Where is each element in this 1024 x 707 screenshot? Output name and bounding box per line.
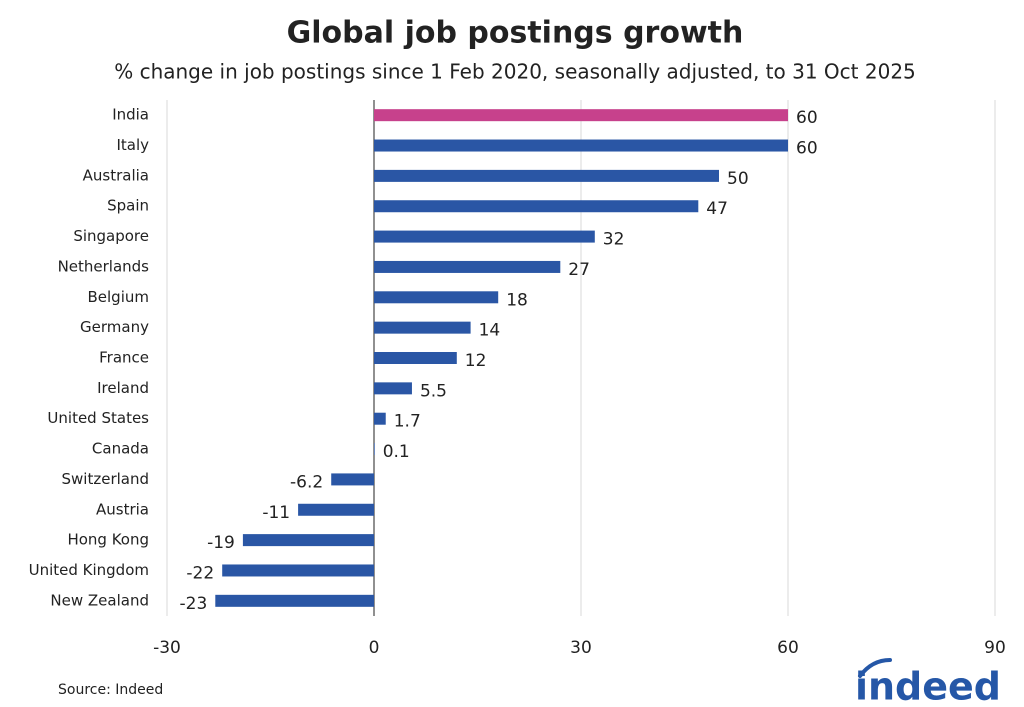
y-tick-label: Switzerland (62, 470, 150, 488)
bar (374, 382, 412, 395)
y-tick-label: Canada (92, 440, 149, 458)
y-tick-label: United States (47, 409, 149, 427)
y-tick-label: Spain (107, 197, 149, 215)
bar (215, 594, 374, 607)
value-label: 27 (568, 260, 590, 280)
y-tick-label: Italy (116, 136, 149, 154)
value-label: 18 (506, 290, 528, 310)
y-tick-label: Australia (83, 166, 149, 184)
chart-title: Global job postings growth (287, 16, 744, 51)
bar (374, 260, 561, 273)
logo: indeed (855, 665, 1001, 707)
value-label: 0.1 (383, 442, 410, 462)
y-tick-label: United Kingdom (29, 561, 149, 579)
chart-subtitle: % change in job postings since 1 Feb 202… (114, 60, 916, 84)
x-tick-label: 30 (570, 638, 592, 658)
bar (222, 564, 374, 577)
bar (374, 139, 788, 152)
bar (374, 352, 457, 364)
bar (374, 321, 471, 334)
bar (242, 534, 374, 547)
y-tick-label: Austria (96, 500, 149, 518)
bar (374, 109, 788, 122)
logo-arc (858, 658, 892, 678)
source-note: Source: Indeed (58, 682, 163, 698)
y-tick-label: Hong Kong (67, 531, 149, 549)
value-label: 50 (727, 169, 749, 189)
bar (331, 473, 374, 486)
y-tick-label: Ireland (97, 379, 149, 397)
y-tick-label: Germany (80, 318, 149, 336)
value-label: -23 (180, 594, 208, 614)
value-label: -22 (186, 563, 214, 583)
y-tick-label: Singapore (73, 227, 149, 245)
value-label: 5.5 (420, 381, 447, 401)
y-tick-label: Netherlands (58, 257, 150, 275)
value-label: 47 (706, 199, 728, 219)
x-tick-label: 60 (777, 638, 799, 658)
y-tick-label: India (112, 106, 149, 124)
bar (374, 291, 499, 304)
value-label: -6.2 (290, 472, 323, 492)
x-tick-label: 90 (984, 638, 1006, 658)
value-label: 14 (479, 321, 501, 341)
value-label: 60 (796, 139, 818, 159)
value-label: 60 (796, 108, 818, 128)
bar (298, 503, 374, 516)
value-label: -11 (262, 503, 290, 523)
bar (374, 443, 375, 456)
bar (374, 200, 699, 213)
value-label: 12 (465, 351, 487, 371)
value-label: 1.7 (394, 412, 421, 432)
bar (374, 230, 595, 243)
value-label: -19 (207, 533, 235, 553)
y-tick-label: New Zealand (50, 591, 149, 609)
x-tick-label: 0 (369, 638, 380, 658)
y-tick-label: France (99, 349, 149, 367)
y-tick-label: Belgium (88, 288, 150, 306)
x-tick-label: -30 (153, 638, 181, 658)
bar (374, 169, 719, 182)
bar (374, 412, 386, 425)
value-label: 32 (603, 230, 625, 250)
